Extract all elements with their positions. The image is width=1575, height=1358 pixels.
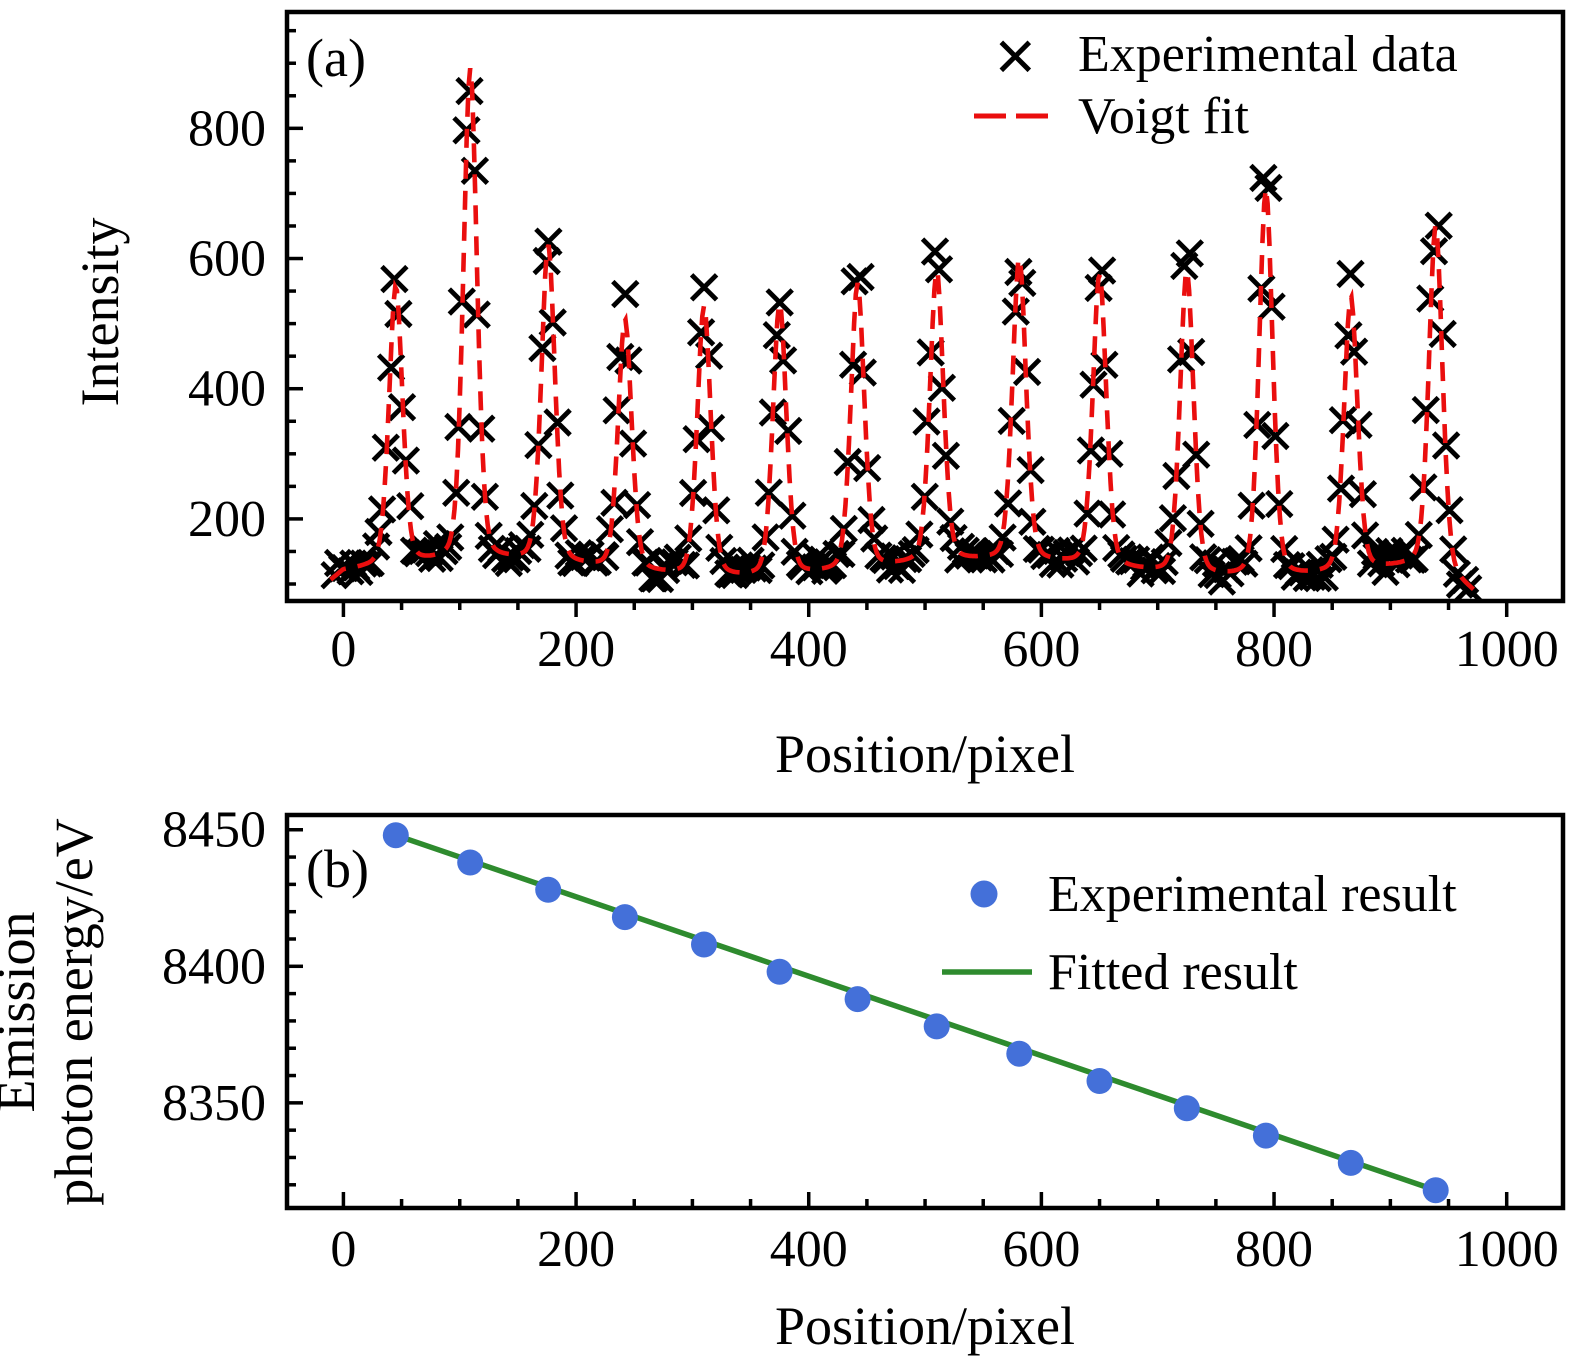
svg-text:400: 400 [770, 1221, 848, 1278]
panel-a-data [320, 67, 1483, 603]
experimental-result-point [1173, 1095, 1200, 1122]
experimental-result-point [1086, 1068, 1113, 1094]
experimental-result-point [535, 876, 562, 903]
svg-text:0: 0 [330, 621, 356, 678]
legend-label-experimental-result: Experimental result [1048, 866, 1457, 923]
experimental-result-point [1422, 1177, 1449, 1204]
panel-b-data [382, 822, 1449, 1204]
experimental-result-point [1337, 1149, 1364, 1176]
svg-text:8400: 8400 [162, 938, 266, 995]
panel-a-ylabel: Intensity [70, 218, 130, 407]
legend-label-fitted-result: Fitted result [1048, 944, 1298, 1001]
panel-b-ylabel-line1: Emission [0, 911, 46, 1112]
svg-text:8450: 8450 [162, 802, 266, 859]
legend-dot-icon [970, 880, 998, 908]
experimental-data-markers [320, 76, 1483, 603]
voigt-fit-curve [329, 67, 1476, 592]
legend-label-experimental-data: Experimental data [1078, 26, 1458, 83]
experimental-result-point [844, 986, 871, 1013]
panel-a-axes: 0 200 400 600 800 1000 200 400 600 800 [188, 9, 1566, 678]
svg-text:800: 800 [188, 100, 266, 157]
experimental-result-point [766, 958, 793, 985]
svg-text:200: 200 [537, 1221, 615, 1278]
panel-b-tag: (b) [306, 839, 369, 899]
experimental-result-point [457, 849, 484, 876]
panel-b-ylabel-line2: photon energy/eV [44, 818, 104, 1205]
svg-text:1000: 1000 [1455, 1221, 1559, 1278]
experimental-result-point [691, 931, 717, 958]
experimental-result-point [611, 904, 638, 931]
panel-b: 0 200 400 600 800 1000 8350 8400 8450 (b) Emissi… [0, 802, 1566, 1356]
panel-b-xlabel: Position/pixel [775, 1296, 1075, 1356]
svg-text:8350: 8350 [162, 1075, 266, 1132]
experimental-result-point [382, 822, 409, 849]
experimental-result-point [923, 1013, 950, 1040]
svg-text:800: 800 [1235, 1221, 1313, 1278]
svg-text:400: 400 [188, 361, 266, 418]
panel-b-axes: 0 200 400 600 800 1000 8350 8400 8450 [162, 802, 1566, 1278]
panel-a: 0 200 400 600 800 1000 200 400 600 800 (a) Intens… [70, 9, 1566, 784]
svg-text:200: 200 [537, 621, 615, 678]
svg-text:0: 0 [330, 1221, 356, 1278]
experimental-result-point [1252, 1122, 1279, 1149]
panel-a-tag: (a) [306, 28, 366, 88]
svg-text:800: 800 [1235, 621, 1313, 678]
svg-text:200: 200 [188, 491, 266, 548]
svg-text:1000: 1000 [1455, 621, 1559, 678]
legend-cross-icon [999, 40, 1032, 73]
legend-label-voigt-fit: Voigt fit [1078, 88, 1250, 145]
svg-text:600: 600 [1002, 1221, 1080, 1278]
experimental-result-point [1006, 1040, 1033, 1067]
svg-text:600: 600 [1002, 621, 1080, 678]
panel-a-xlabel: Position/pixel [775, 724, 1075, 784]
panel-a-legend: Experimental data Voigt fit [974, 26, 1458, 145]
svg-text:400: 400 [770, 621, 848, 678]
svg-text:600: 600 [188, 231, 266, 288]
panel-b-legend: Experimental result Fitted result [942, 866, 1457, 1001]
